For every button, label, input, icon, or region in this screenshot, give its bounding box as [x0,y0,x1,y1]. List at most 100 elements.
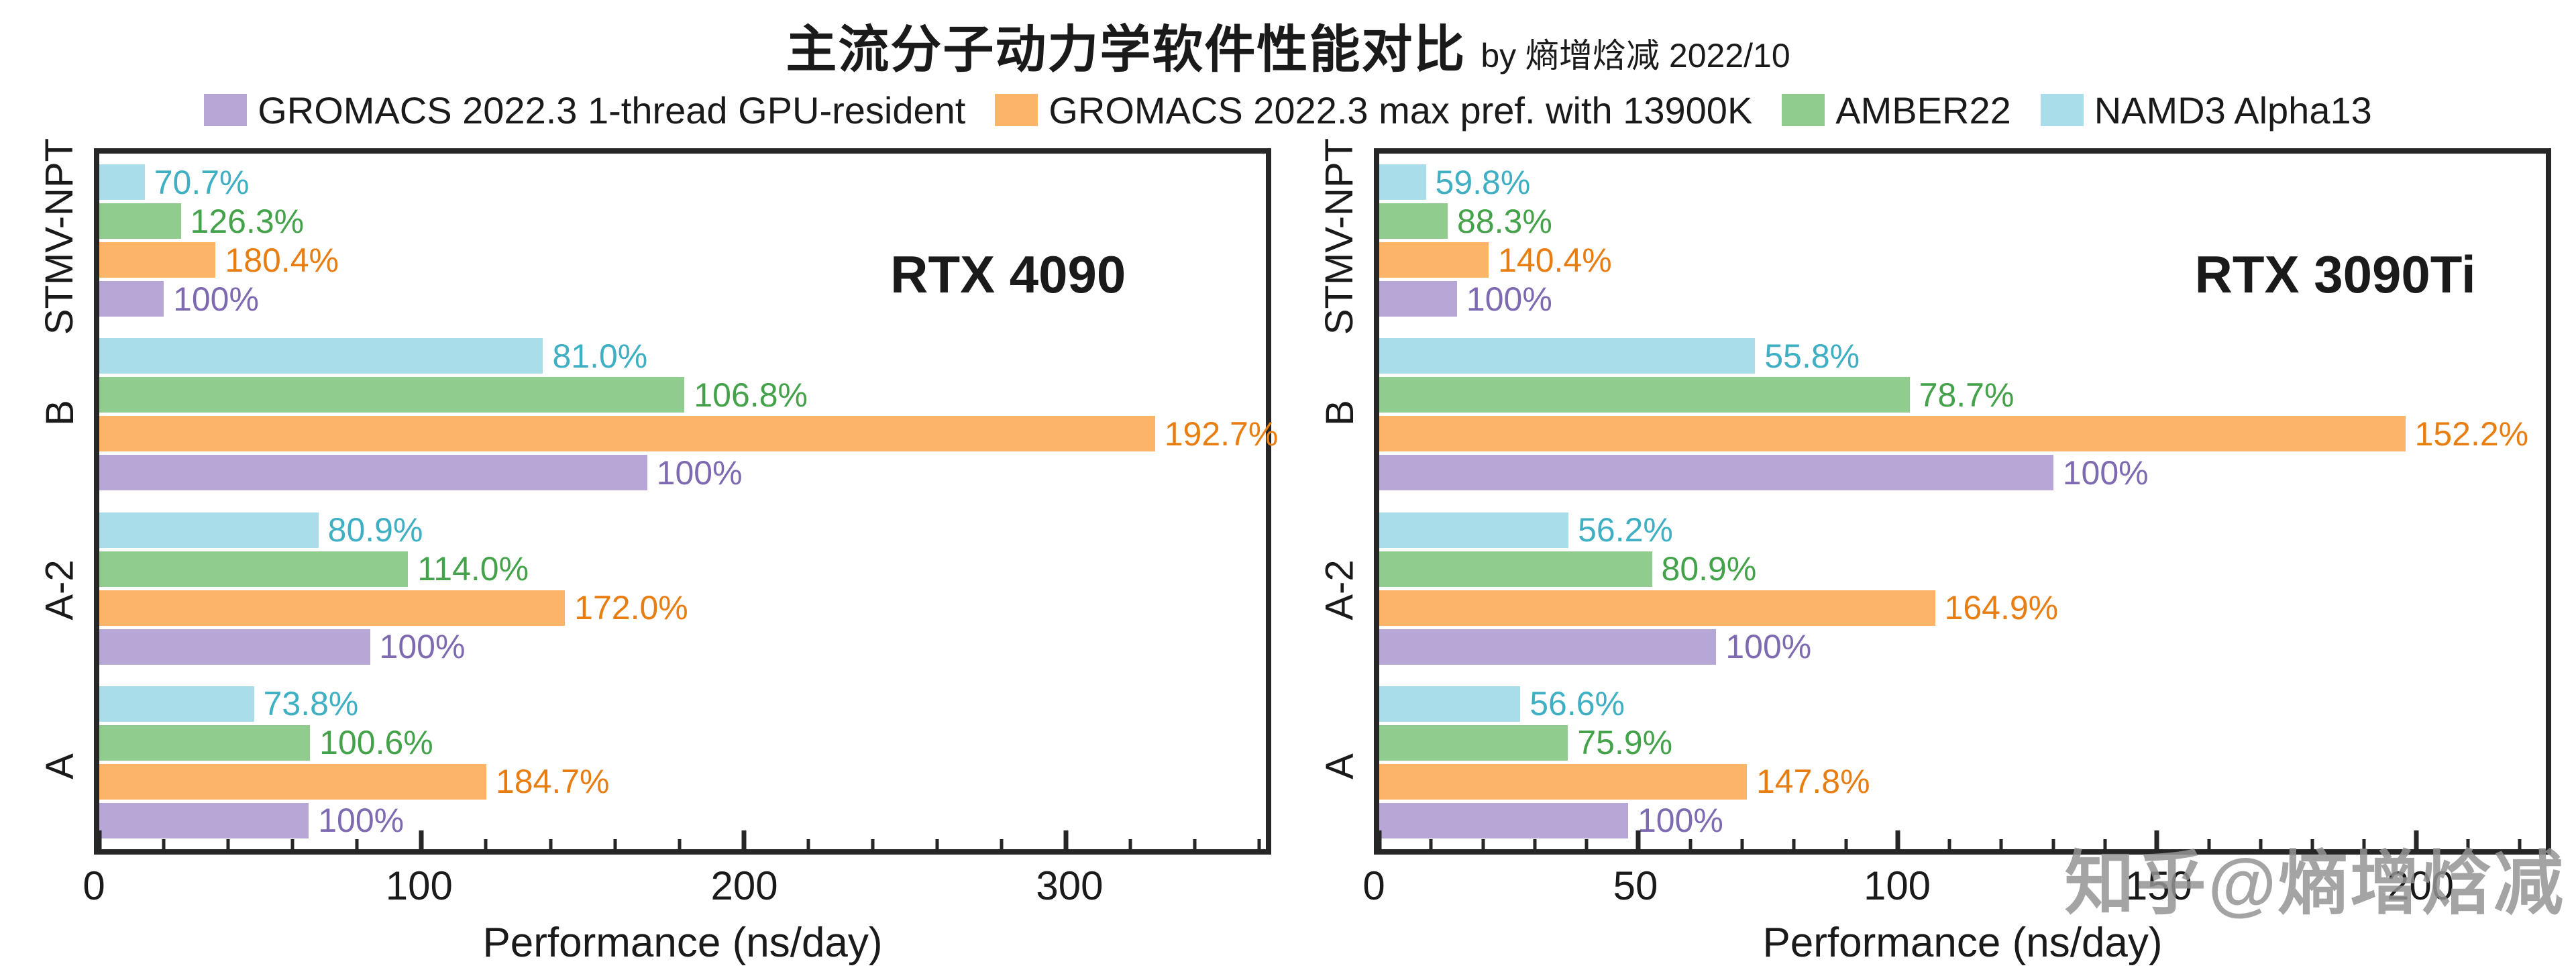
gpu-title-label: RTX 3090Ti [2194,244,2476,304]
chart-header: 主流分子动力学软件性能对比 by 熵增焓减 2022/10 [0,8,2576,82]
bar-namd3-B [1379,338,1756,374]
y-axis-label-cell: A-2 [31,502,89,678]
legend-label: AMBER22 [1835,89,2011,131]
bar-namd3-A-2 [99,512,319,548]
x-axis-minor-tick [226,839,230,849]
y-axis-label-A: A [38,753,82,779]
bar-amber22-STMV-NPT [99,203,181,239]
bar-row-gromacs-gpu-resident-B: 100% [99,453,1266,492]
x-axis-tick [1635,830,1641,849]
x-axis-minor-tick [1844,839,1848,849]
x-axis-minor-tick [1740,839,1744,849]
bar-amber22-A [99,724,311,761]
x-axis-minor-tick [2259,839,2263,849]
bar-value-label: 152.2% [2414,415,2529,453]
x-axis-title: Performance (ns/day) [482,920,883,966]
bar-value-label: 100% [1725,628,1812,666]
x-axis-tick [419,830,424,849]
bar-row-gromacs-gpu-resident-STMV-NPT: 100% [1379,281,2546,317]
y-axis-label-B: B [1318,400,1362,427]
x-axis-minor-tick [2518,839,2522,849]
bar-row-gromacs-gpu-resident-STMV-NPT: 100% [99,281,1266,317]
bar-value-label: 106.8% [694,376,808,414]
bar-gromacs-13900k-B [1379,416,2406,452]
bar-row-gromacs-13900k-B: 152.2% [1379,415,2546,453]
bar-gromacs-13900k-A-2 [1379,590,1935,626]
x-axis-minor-tick [935,839,939,849]
legend-swatch-gromacs-gpu-resident [204,94,248,126]
bar-value-label: 192.7% [1164,415,1279,453]
legend-item-gromacs-gpu-resident: GROMACS 2022.3 1-thread GPU-resident [204,89,965,132]
bar-row-gromacs-13900k-A: 184.7% [99,763,1266,800]
bar-value-label: 78.7% [1919,376,2015,414]
bar-row-amber22-A-2: 114.0% [99,551,1266,587]
bar-row-amber22-A-2: 80.9% [1379,551,2546,587]
x-axis-minor-tick [1999,839,2003,849]
category-group-A-2: 80.9% 114.0% 172.0% 100% [99,502,1266,675]
x-axis-minor-tick [1257,839,1261,849]
category-group-STMV-NPT: 59.8% 88.3% 140.4% 100% [1379,154,2546,327]
category-group-B: 81.0% 106.8% 192.7% 100% [99,327,1278,501]
bar-value-label: 88.3% [1457,202,1552,240]
x-axis-tick-labels: 0 100 200 300 [83,863,1271,911]
bar-row-namd3-B: 55.8% [1379,338,2546,374]
bar-amber22-STMV-NPT [1379,203,1448,239]
y-axis-label-A-2: A-2 [1318,559,1362,620]
bar-row-amber22-B: 106.8% [99,377,1266,413]
x-axis-minor-tick [1585,839,1589,849]
chart-rtx-3090ti: RTX 3090Ti 59.8% 88.3% 140.4% 100% 55.8% 78.7… [1318,138,2551,966]
bar-value-label: 100% [656,453,743,492]
y-axis-label-cell: A [31,678,89,855]
x-axis-tick-label: 0 [83,863,105,908]
bar-row-gromacs-13900k-B: 192.7% [99,416,1278,452]
x-axis-minor-tick [2362,839,2366,849]
category-group-STMV-NPT: 70.7% 126.3% 180.4% 100% [99,154,1266,327]
bar-row-amber22-B: 78.7% [1379,377,2546,413]
plot-area-rtx-4090: RTX 4090 70.7% 126.3% 180.4% 100% 81.0% 106.8… [94,148,1278,855]
bar-value-label: 100% [1637,802,1723,840]
bar-value-label: 126.3% [190,202,305,240]
category-group-B: 55.8% 78.7% 152.2% 100% [1379,327,2546,501]
bar-row-gromacs-gpu-resident-B: 100% [1379,453,2546,492]
bar-row-gromacs-gpu-resident-A: 100% [1379,802,2546,840]
x-axis-minor-tick [1000,839,1004,849]
bar-row-amber22-A: 100.6% [99,724,1266,761]
y-axis-label-cell: A [1311,678,1368,855]
bar-value-label: 180.4% [225,241,339,279]
bar-namd3-A [99,686,254,722]
x-axis-tick [741,830,747,849]
legend-item-gromacs-13900k: GROMACS 2022.3 max pref. with 13900K [995,89,1752,132]
x-axis-tick [2414,830,2419,849]
bar-namd3-B [99,338,543,374]
y-axis-label-cell: A-2 [1311,502,1368,678]
y-axis-label-cell: STMV-NPT [1311,138,1368,335]
x-axis-tick [1063,830,1069,849]
x-axis-tick-label: 0 [1362,863,1385,908]
page-title: 主流分子动力学软件性能对比 [786,21,1466,78]
bar-row-namd3-A: 56.6% [1379,686,2546,722]
bar-value-label: 100% [1466,280,1552,318]
bar-row-gromacs-13900k-A-2: 172.0% [99,590,1266,626]
x-axis-minor-tick [1792,839,1796,849]
bar-value-label: 100% [2062,453,2149,492]
bar-value-label: 172.0% [574,589,688,627]
bar-value-label: 100% [379,628,466,666]
x-axis-minor-tick [290,839,294,849]
bar-namd3-STMV-NPT [1379,164,1426,201]
bar-value-label: 81.0% [552,337,648,375]
bar-row-gromacs-gpu-resident-A: 100% [99,802,1266,838]
bar-gromacs-gpu-resident-STMV-NPT [1379,281,1457,317]
x-axis-tick-label: 300 [1036,863,1104,908]
bar-row-gromacs-13900k-A: 147.8% [1379,763,2546,800]
bar-gromacs-gpu-resident-A-2 [99,629,370,665]
bar-row-amber22-STMV-NPT: 126.3% [99,203,1266,239]
bar-row-gromacs-gpu-resident-A-2: 100% [99,629,1266,665]
bar-value-label: 164.9% [1944,589,2059,627]
x-axis-minor-tick [613,839,617,849]
bar-gromacs-13900k-A-2 [99,590,566,626]
bar-gromacs-gpu-resident-A [1379,802,1628,838]
x-axis-minor-tick [1688,839,1693,849]
x-axis-tick-label: 200 [710,863,778,908]
x-axis-minor-tick [549,839,553,849]
